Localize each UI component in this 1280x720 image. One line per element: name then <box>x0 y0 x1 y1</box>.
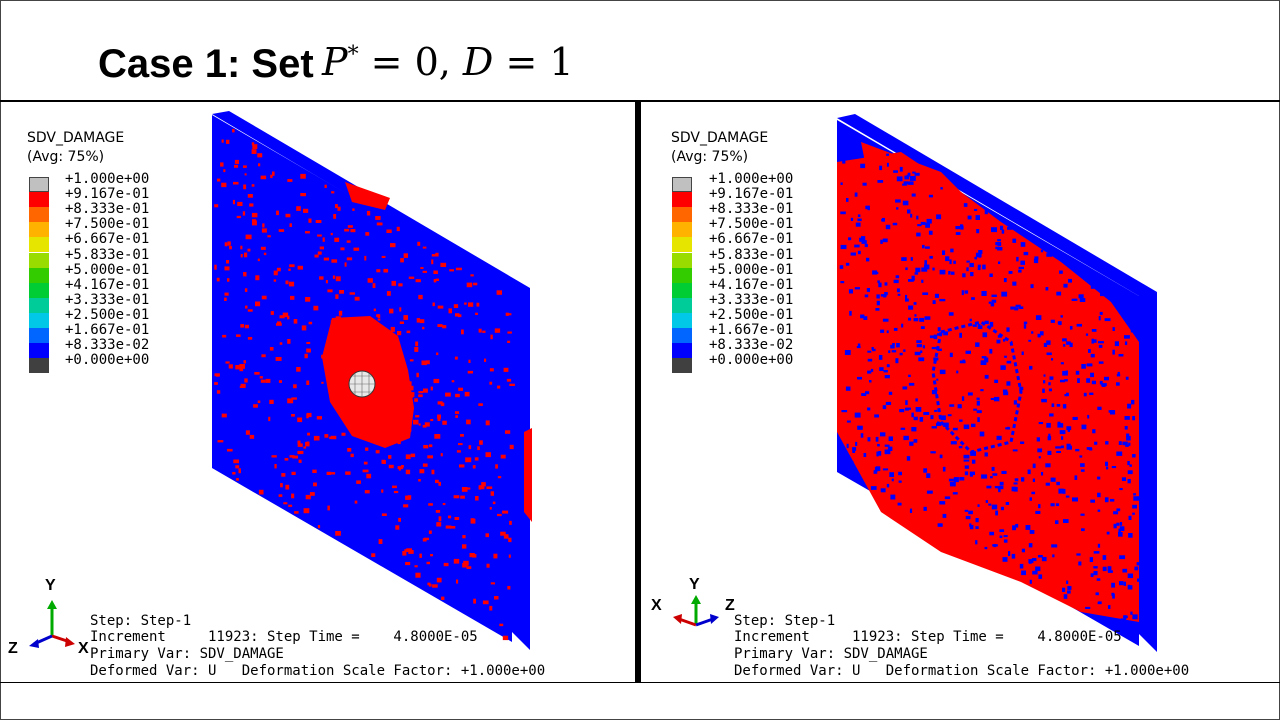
damage-zone-main <box>837 142 1139 622</box>
legend-label: +9.167e-01 <box>709 186 794 203</box>
equation-part-1: = 0, <box>358 40 463 84</box>
coordinate-triad-icon <box>673 595 719 627</box>
info-primary-var: Primary Var: SDV_DAMAGE <box>734 646 928 662</box>
legend-swatch <box>672 282 692 298</box>
legend-subtitle: (Avg: 75%) <box>27 149 105 165</box>
damage-speckle-layer <box>214 128 515 641</box>
symbol-d: D <box>462 40 494 84</box>
symbol-star: * <box>347 42 359 68</box>
info-deformed-var: Deformed Var: U Deformation Scale Factor… <box>90 663 546 679</box>
title-bar: Case 1: Set P* = 0, D = 1 <box>0 0 1280 100</box>
legend-label: +1.000e+00 <box>65 171 150 187</box>
legend-label: +0.000e+00 <box>709 352 794 369</box>
slide-title-equation: P* = 0, D = 1 <box>322 40 574 84</box>
info-step: Step: Step-1 <box>734 613 836 629</box>
legend-label: +2.500e-01 <box>65 306 150 323</box>
legend-label: +5.000e-01 <box>709 261 794 278</box>
legend-swatch <box>29 207 49 223</box>
legend-label: +0.000e+00 <box>65 352 150 369</box>
damage-zone-edge <box>524 428 532 522</box>
info-primary-var: Primary Var: SDV_DAMAGE <box>90 646 284 662</box>
damage-plate-render-left <box>212 111 532 650</box>
legend-label: +4.167e-01 <box>709 276 794 293</box>
legend-subtitle: (Avg: 75%) <box>671 149 749 165</box>
panel-divider <box>635 100 641 683</box>
legend-label: +1.667e-01 <box>709 322 794 338</box>
legend-swatch <box>29 358 49 374</box>
axis-x-label: X <box>78 640 89 657</box>
legend-label: +7.500e-01 <box>709 216 794 233</box>
legend-label: +8.333e-02 <box>65 337 150 354</box>
legend-swatch <box>672 328 692 343</box>
symbol-p: P <box>322 40 348 84</box>
damage-plate-render-right <box>837 114 1157 652</box>
legend-swatch <box>672 192 692 208</box>
legend-label: +5.833e-01 <box>65 246 150 263</box>
legend-swatch <box>29 192 49 208</box>
legend-swatch <box>672 343 692 359</box>
damage-zone-top <box>345 182 390 210</box>
info-increment: Increment 11923: Step Time = 4.8000E-05 <box>90 629 478 645</box>
legend-label: +3.333e-01 <box>65 291 150 308</box>
legend-swatch <box>672 312 692 328</box>
legend-label: +8.333e-01 <box>709 201 794 218</box>
viewport-right[interactable]: SDV_DAMAGE (Avg: 75%) +1.000e+00 +9.167e-… <box>641 102 1275 682</box>
legend-label: +5.833e-01 <box>709 246 794 263</box>
legend-swatch <box>672 237 692 253</box>
axis-y-label: Y <box>45 577 56 594</box>
legend-swatch <box>29 328 49 343</box>
legend-swatch <box>672 267 692 283</box>
legend-swatch <box>29 177 49 192</box>
legend-label: +8.333e-01 <box>65 201 150 218</box>
legend-label: +7.500e-01 <box>65 216 150 233</box>
damage-speckle-layer <box>839 132 1143 639</box>
legend-swatch <box>672 177 692 192</box>
coordinate-triad-icon <box>29 600 75 648</box>
plate-side-face <box>512 288 530 650</box>
legend-label: +1.667e-01 <box>65 322 150 338</box>
legend-label: +3.333e-01 <box>709 291 794 308</box>
legend-title: SDV_DAMAGE <box>671 130 769 146</box>
legend-swatch <box>29 312 49 328</box>
legend-swatch <box>29 252 49 268</box>
plate-side-face <box>1139 292 1157 652</box>
legend-title: SDV_DAMAGE <box>27 130 125 146</box>
legend-label: +4.167e-01 <box>65 276 150 293</box>
axis-x-label: X <box>651 597 662 614</box>
slide-title: Case 1: Set <box>98 42 314 86</box>
plate-top-edge <box>837 114 1157 296</box>
info-step: Step: Step-1 <box>90 613 192 629</box>
legend-swatch <box>672 297 692 313</box>
footer-divider <box>0 682 1280 683</box>
undamaged-ring-inner <box>931 320 1023 454</box>
equation-part-2: = 1 <box>493 40 574 84</box>
legend-label: +6.667e-01 <box>709 231 794 248</box>
legend-swatch <box>672 358 692 374</box>
legend-label: +1.000e+00 <box>709 171 794 187</box>
viewport-left[interactable]: SDV_DAMAGE (Avg: 75%) +1.000e+00 +9.167e-… <box>0 102 634 682</box>
legend-label: +2.500e-01 <box>709 306 794 323</box>
legend-swatch <box>29 343 49 359</box>
legend-swatch <box>29 237 49 253</box>
axis-z-label: Z <box>8 640 18 657</box>
info-deformed-var: Deformed Var: U Deformation Scale Factor… <box>734 663 1190 679</box>
legend-swatch <box>672 222 692 238</box>
legend-label: +5.000e-01 <box>65 261 150 278</box>
projectile-sphere-icon <box>348 370 376 398</box>
legend-swatch <box>29 267 49 283</box>
info-increment: Increment 11923: Step Time = 4.8000E-05 <box>734 629 1122 645</box>
legend-label: +6.667e-01 <box>65 231 150 248</box>
legend-swatch <box>672 252 692 268</box>
legend-swatch <box>29 222 49 238</box>
axis-y-label: Y <box>689 576 700 593</box>
axis-z-label: Z <box>725 597 735 614</box>
legend-swatch <box>29 297 49 313</box>
legend-label: +9.167e-01 <box>65 186 150 203</box>
legend-swatch <box>29 282 49 298</box>
legend-swatch <box>672 207 692 223</box>
legend-label: +8.333e-02 <box>709 337 794 354</box>
